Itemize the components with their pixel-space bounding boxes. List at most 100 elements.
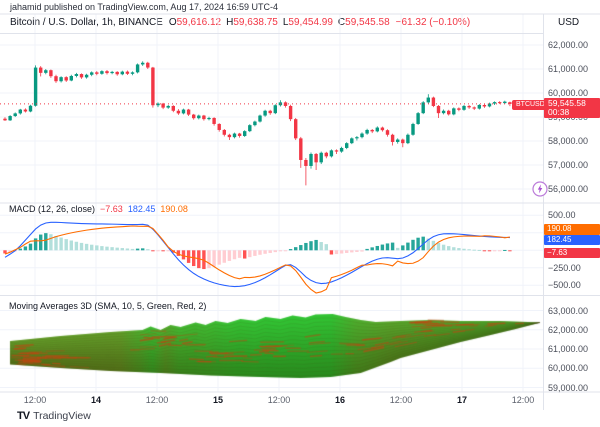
macd-badge: 190.08 <box>544 224 600 235</box>
macd-hist-bar <box>237 250 242 258</box>
candle-body <box>345 143 349 148</box>
candle-body <box>59 77 63 82</box>
ma3d-surface[interactable] <box>0 296 543 391</box>
candle-body <box>324 152 328 157</box>
axis-label: 57,000.00 <box>548 160 589 170</box>
macd-hist-bar <box>100 246 104 251</box>
candle-body <box>339 147 344 152</box>
candle-body <box>319 152 323 163</box>
tradingview-logo-link[interactable]: TV TradingView <box>17 410 91 422</box>
axis-label: 60,000.00 <box>548 88 589 98</box>
axis-label: 58,000.00 <box>548 136 589 146</box>
candle-body <box>472 107 476 109</box>
macd-hist-bar <box>54 235 58 251</box>
macd-line <box>4 221 510 288</box>
macd-hist-bar <box>329 250 334 255</box>
candle-body <box>370 129 374 132</box>
candle-body <box>283 102 288 106</box>
time-label: 12:00 <box>23 395 47 405</box>
macd-hist-bar <box>477 249 481 251</box>
candle-body <box>492 102 497 104</box>
candle-body <box>365 129 369 134</box>
axis-label: 62,000.00 <box>548 40 589 50</box>
candle-body <box>28 105 33 112</box>
symbol-title[interactable]: Bitcoin / U.S. Dollar, 1h, BINANCE <box>10 17 163 28</box>
candle-body <box>105 71 109 74</box>
macd-hist-bar <box>227 250 232 261</box>
candle-body <box>130 72 135 74</box>
candle-body <box>74 74 79 76</box>
candle-body <box>375 127 379 132</box>
candle-body <box>350 138 354 144</box>
bar-countdown: 00:38 <box>548 107 570 117</box>
macd-hist-bar <box>176 250 181 256</box>
macd-pane-legend[interactable]: MACD (12, 26, close) −7.63 182.45 190.08 <box>9 204 188 214</box>
candle-body <box>355 137 359 139</box>
macd-hist-bar <box>452 247 456 251</box>
macd-hist-bar <box>263 250 267 254</box>
time-label: 16 <box>334 395 346 405</box>
candle-body <box>84 74 89 78</box>
currency-label[interactable]: USD <box>558 17 580 28</box>
candle-body <box>222 129 226 135</box>
time-label: 17 <box>456 395 468 405</box>
candle-body <box>329 150 334 157</box>
candle-body <box>192 114 196 119</box>
time-label: 12:00 <box>389 395 413 405</box>
candle-body <box>477 105 481 109</box>
macd-hist-bar <box>365 248 369 251</box>
candle-body <box>115 71 119 75</box>
last-price: 59,545.58 <box>548 98 586 108</box>
macd-hist-bar <box>447 246 451 251</box>
macd-hist-bar <box>3 250 7 254</box>
candle-body <box>33 67 38 106</box>
candle-body <box>503 101 507 104</box>
candle-body <box>232 133 237 138</box>
macd-hist-bar <box>84 243 89 251</box>
macd-hist-bar <box>222 250 226 263</box>
candle-body <box>207 117 211 120</box>
candle-body <box>156 103 160 106</box>
candle-body <box>431 97 436 106</box>
macd-hist-bar <box>64 239 68 251</box>
lightning-icon <box>532 181 548 197</box>
axis-label: 56,000.00 <box>548 184 589 194</box>
candle-body <box>416 113 420 124</box>
time-label: 12:00 <box>145 395 169 405</box>
macd-hist-bar <box>217 250 221 265</box>
candle-body <box>100 71 104 74</box>
macd-hist-bar <box>385 243 390 251</box>
candle-body <box>237 133 242 136</box>
candle-body <box>268 110 272 114</box>
macd-hist-bar <box>462 248 466 251</box>
ohlc-pair: O59,616.12 <box>168 17 222 28</box>
macd-hist-bar <box>151 250 155 252</box>
symbol-info-bar[interactable]: Bitcoin / U.S. Dollar, 1h, BINANCE O59,6… <box>10 17 470 28</box>
macd-hist-bar <box>39 234 43 251</box>
candle-body <box>258 115 262 122</box>
macd-hist-bar <box>283 250 288 252</box>
macd-hist-bar <box>258 250 262 255</box>
macd-hist-bar <box>115 247 119 251</box>
ohlc-pair: C59,545.58 <box>337 17 390 28</box>
macd-hist-bar <box>304 242 308 251</box>
candle-body <box>334 150 339 152</box>
candle-body <box>309 153 313 166</box>
macd-hist-bar <box>125 248 130 251</box>
boost-lightning-button[interactable] <box>532 181 548 202</box>
candle-body <box>447 110 451 115</box>
macd-hist-bar <box>232 250 237 260</box>
ohlc-pair: H59,638.75 <box>226 17 278 28</box>
candle-body <box>390 134 395 142</box>
axis-label: 500.00 <box>548 210 576 221</box>
macd-hist-bar <box>253 250 257 256</box>
macd-hist-bar <box>288 249 293 251</box>
candle-body <box>13 113 17 117</box>
candle-body <box>253 121 257 126</box>
ma3d-pane-legend[interactable]: Moving Averages 3D (SMA, 10, 5, Green, R… <box>9 301 206 311</box>
macd-hist-bar <box>273 250 277 253</box>
macd-hist-bar <box>406 242 410 251</box>
candle-body <box>273 105 277 114</box>
macd-hist-bar <box>472 249 476 251</box>
